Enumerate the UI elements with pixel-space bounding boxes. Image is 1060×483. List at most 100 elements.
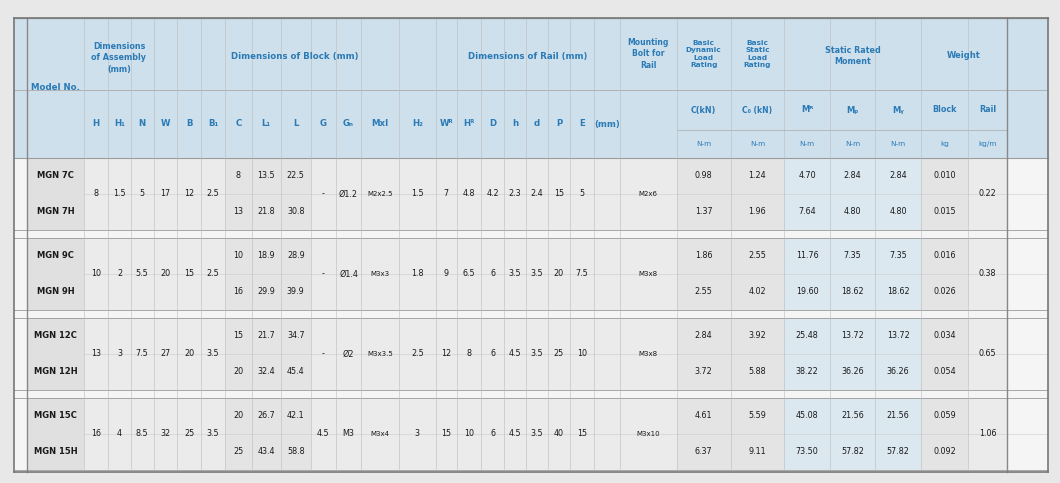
Text: 15: 15 [554,189,564,199]
Text: 25: 25 [233,448,244,456]
Text: 21.56: 21.56 [887,412,909,421]
Bar [784,274,921,310]
Text: 10: 10 [464,429,474,439]
Text: 1.86: 1.86 [695,252,712,260]
Text: M3x8: M3x8 [639,351,658,357]
Text: 1.37: 1.37 [695,208,712,216]
Bar [311,238,361,310]
Text: 4.80: 4.80 [889,208,906,216]
Text: D: D [489,119,496,128]
Text: 16: 16 [233,287,244,297]
Bar [784,194,921,230]
Text: d: d [533,119,540,128]
Bar [676,434,730,470]
Text: 43.4: 43.4 [258,448,275,456]
Text: 17: 17 [160,189,171,199]
Text: 2.84: 2.84 [844,171,862,181]
Text: 6.5: 6.5 [462,270,475,279]
Bar [361,158,436,230]
Bar [311,318,361,390]
Text: 6: 6 [490,350,495,358]
Text: 4.8: 4.8 [463,189,475,199]
Text: 34.7: 34.7 [287,331,304,341]
Text: 20: 20 [233,368,244,377]
Text: 2.55: 2.55 [748,252,766,260]
Text: 36.26: 36.26 [842,368,864,377]
Text: MGN 15C: MGN 15C [34,412,77,421]
Bar [225,354,311,390]
Bar [311,398,361,470]
Text: 2: 2 [117,270,122,279]
Text: 57.82: 57.82 [886,448,909,456]
Text: 18.62: 18.62 [887,287,909,297]
Text: 16: 16 [91,429,101,439]
Text: 0.010: 0.010 [934,171,956,181]
Text: P: P [555,119,562,128]
Text: H₂: H₂ [411,119,423,128]
Text: 3.5: 3.5 [207,429,219,439]
Text: 3: 3 [414,429,420,439]
Text: 13: 13 [233,208,244,216]
Text: M2x6: M2x6 [639,191,658,197]
Text: 2.84: 2.84 [889,171,907,181]
Text: G: G [320,119,326,128]
Bar [676,318,730,354]
Text: Gₙ: Gₙ [343,119,354,128]
Bar [730,274,784,310]
Text: 7.35: 7.35 [844,252,862,260]
Text: MGN 15H: MGN 15H [34,448,77,456]
Text: 6.37: 6.37 [695,448,712,456]
Bar [730,354,784,390]
Text: 4.02: 4.02 [748,287,766,297]
Bar [85,318,225,390]
Bar [361,318,436,390]
Text: 20: 20 [184,350,194,358]
Text: 42.1: 42.1 [287,412,304,421]
Text: 1.5: 1.5 [113,189,126,199]
Text: Hᴿ: Hᴿ [463,119,475,128]
Text: 15: 15 [233,331,244,341]
Text: 3.5: 3.5 [509,270,522,279]
Bar [311,158,361,230]
Text: Mounting
Bolt for
Rail: Mounting Bolt for Rail [628,39,669,70]
Text: 4: 4 [117,429,122,439]
Text: 13.72: 13.72 [887,331,909,341]
Text: Block: Block [933,105,957,114]
Bar [225,158,311,194]
Text: Ø1.2: Ø1.2 [339,189,358,199]
Text: 10: 10 [578,350,587,358]
Text: 10: 10 [91,270,101,279]
Bar [921,354,969,390]
Text: 0.092: 0.092 [933,448,956,456]
Bar [969,318,1007,390]
Bar [225,318,311,354]
Text: M3x4: M3x4 [371,431,389,437]
Bar [676,158,730,194]
Text: L: L [293,119,299,128]
Text: 4.80: 4.80 [844,208,862,216]
Text: 10: 10 [233,252,244,260]
Text: 20: 20 [554,270,564,279]
Text: MGN 9C: MGN 9C [37,252,74,260]
Text: 2.5: 2.5 [411,350,424,358]
Text: 9: 9 [444,270,448,279]
Text: 1.8: 1.8 [411,270,424,279]
Text: 6: 6 [490,270,495,279]
Text: 58.8: 58.8 [287,448,304,456]
Bar [85,158,225,230]
Text: 8: 8 [93,189,99,199]
Text: C(kN): C(kN) [691,105,717,114]
Text: 13: 13 [91,350,101,358]
Text: 57.82: 57.82 [842,448,864,456]
Text: Rail: Rail [979,105,996,114]
Text: 2.55: 2.55 [694,287,712,297]
Text: M3x3: M3x3 [371,271,390,277]
Text: 3.5: 3.5 [530,270,543,279]
Bar [676,238,730,274]
Text: 12: 12 [184,189,194,199]
Text: E: E [580,119,585,128]
Text: 4.5: 4.5 [509,350,522,358]
Text: M2x2.5: M2x2.5 [367,191,393,197]
Bar [676,194,730,230]
Text: H₁: H₁ [114,119,125,128]
